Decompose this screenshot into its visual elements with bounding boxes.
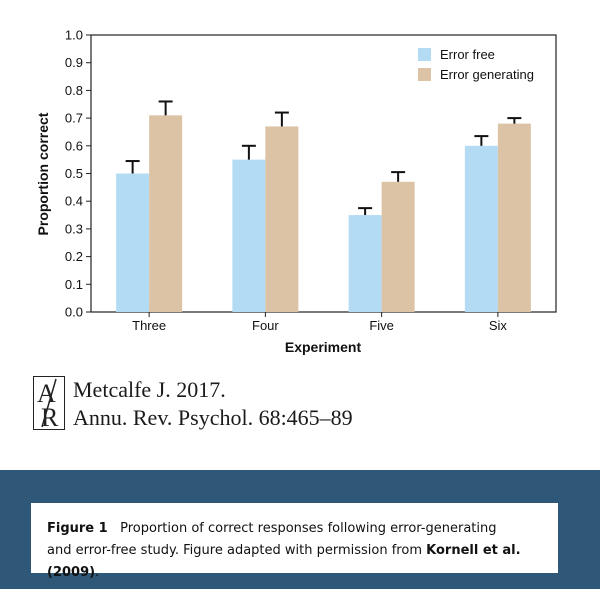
annual-reviews-logo: A R bbox=[33, 376, 65, 432]
caption-band: Figure 1 Proportion of correct responses… bbox=[0, 470, 600, 589]
bar-error-generating bbox=[265, 126, 299, 312]
bar-error-generating bbox=[497, 123, 531, 312]
legend-label: Error generating bbox=[440, 67, 534, 82]
y-axis-title: Proportion correct bbox=[35, 112, 51, 235]
y-tick-label: 0.2 bbox=[65, 249, 83, 264]
y-tick-label: 0.9 bbox=[65, 55, 83, 70]
bar-error-free bbox=[116, 173, 150, 312]
x-tick-label: Four bbox=[252, 318, 279, 333]
caption-end: . bbox=[95, 565, 100, 580]
y-tick-label: 0.3 bbox=[65, 221, 83, 236]
legend: Error free Error generating bbox=[418, 47, 534, 82]
y-tick-label: 0.4 bbox=[65, 194, 83, 209]
caption-text-2: and error-free study. Figure adapted wit… bbox=[47, 543, 422, 558]
svg-text:R: R bbox=[41, 403, 59, 429]
x-tick-label: Five bbox=[369, 318, 394, 333]
bar-error-free bbox=[464, 145, 498, 312]
y-tick-label: 0.0 bbox=[65, 305, 83, 320]
y-tick-label: 0.1 bbox=[65, 277, 83, 292]
caption-text-1: Proportion of correct responses followin… bbox=[120, 521, 497, 536]
figure-area: 0.0 0.1 0.2 0.3 0.4 0.5 0.6 0.7 0.8 0.9 1.0 Three F… bbox=[33, 27, 557, 432]
x-tick-label: Three bbox=[132, 318, 166, 333]
y-tick-label: 0.8 bbox=[65, 83, 83, 98]
citation-line-2: Annu. Rev. Psychol. 68:465–89 bbox=[73, 405, 353, 430]
x-axis-title: Experiment bbox=[285, 339, 362, 355]
legend-swatch bbox=[418, 68, 431, 81]
bar-error-generating bbox=[149, 115, 183, 312]
y-tick-label: 0.5 bbox=[65, 166, 83, 181]
x-tick-label: Six bbox=[489, 318, 508, 333]
y-tick-label: 0.6 bbox=[65, 138, 83, 153]
legend-label: Error free bbox=[440, 47, 495, 62]
bar-error-generating bbox=[381, 181, 415, 312]
bar-chart: 0.0 0.1 0.2 0.3 0.4 0.5 0.6 0.7 0.8 0.9 1.0 Three F… bbox=[35, 28, 557, 355]
figure-label: Figure 1 bbox=[47, 521, 108, 536]
legend-swatch bbox=[418, 48, 431, 61]
figure-caption: Figure 1 Proportion of correct responses… bbox=[31, 503, 558, 580]
y-tick-label: 1.0 bbox=[65, 28, 83, 43]
bar-error-free bbox=[348, 215, 382, 312]
y-tick-label: 0.7 bbox=[65, 111, 83, 126]
svg-text:A: A bbox=[37, 379, 56, 408]
citation-line-1: Metcalfe J. 2017. bbox=[73, 377, 226, 402]
bar-error-free bbox=[232, 159, 266, 312]
reference-link[interactable]: Kornell et al. (2009) bbox=[47, 543, 521, 580]
